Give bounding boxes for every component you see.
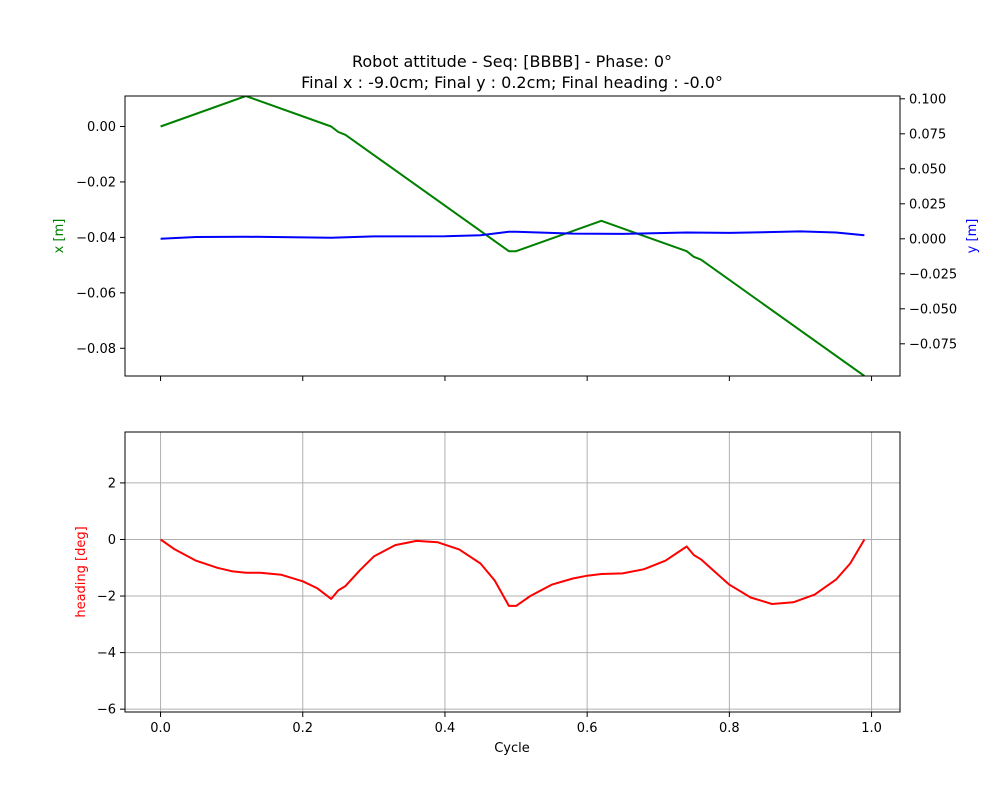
chart-title: Robot attitude - Seq: [BBBB] - Phase: 0° <box>352 52 672 71</box>
x-axis-label-left: x [m] <box>52 219 67 254</box>
right-y-tick-label: −0.025 <box>909 267 957 282</box>
bottom-x-tick-label: 0.6 <box>577 721 598 736</box>
bottom-x-tick-label: 0.4 <box>435 721 456 736</box>
top-plot-frame <box>124 95 901 377</box>
right-y-tick-label: 0.025 <box>909 197 946 212</box>
bottom-y-tick-label: −6 <box>97 703 116 718</box>
cycle-axis-label: Cycle <box>494 741 530 756</box>
bottom-plot-frame <box>124 431 901 713</box>
bottom-x-tick-label: 0.8 <box>719 721 740 736</box>
right-y-tick-label: 0.075 <box>909 127 946 142</box>
top-plot: 0.00 −0.02 −0.04 −0.06 −0.08 0.100 0.075 0.050 0… <box>76 92 957 381</box>
bottom-x-tick-label: 0.0 <box>150 721 171 736</box>
right-y-tick-label: −0.050 <box>909 302 957 317</box>
bottom-x-tick-label: 0.2 <box>292 721 313 736</box>
right-y-tick-label: 0.100 <box>909 92 946 107</box>
bottom-x-tick-label: 1.0 <box>861 721 882 736</box>
left-y-tick-label: −0.02 <box>76 175 116 190</box>
y-position-line <box>160 230 865 240</box>
bottom-plot: 0.0 0.2 0.4 0.6 0.8 1.0 2 0 −2 −4 −6 <box>97 431 901 736</box>
bottom-y-tick-label: −4 <box>97 646 116 661</box>
bottom-y-tick-label: −2 <box>97 590 116 605</box>
heading-axis-label: heading [deg] <box>74 526 89 617</box>
right-y-tick-label: 0.000 <box>909 232 946 247</box>
heading-line <box>160 538 866 607</box>
left-y-tick-label: −0.08 <box>76 342 116 357</box>
right-y-tick-label: 0.050 <box>909 162 946 177</box>
chart-subtitle: Final x : -9.0cm; Final y : 0.2cm; Final… <box>301 73 723 92</box>
bottom-y-tick-label: 0 <box>108 533 116 548</box>
right-y-tick-label: −0.075 <box>909 337 957 352</box>
left-y-tick-label: −0.04 <box>76 231 116 246</box>
bottom-y-tick-label: 2 <box>108 476 116 491</box>
left-y-tick-label: −0.06 <box>76 286 116 301</box>
y-axis-label-right: y [m] <box>965 219 980 254</box>
x-position-line <box>160 96 865 376</box>
left-y-tick-label: 0.00 <box>87 120 116 135</box>
